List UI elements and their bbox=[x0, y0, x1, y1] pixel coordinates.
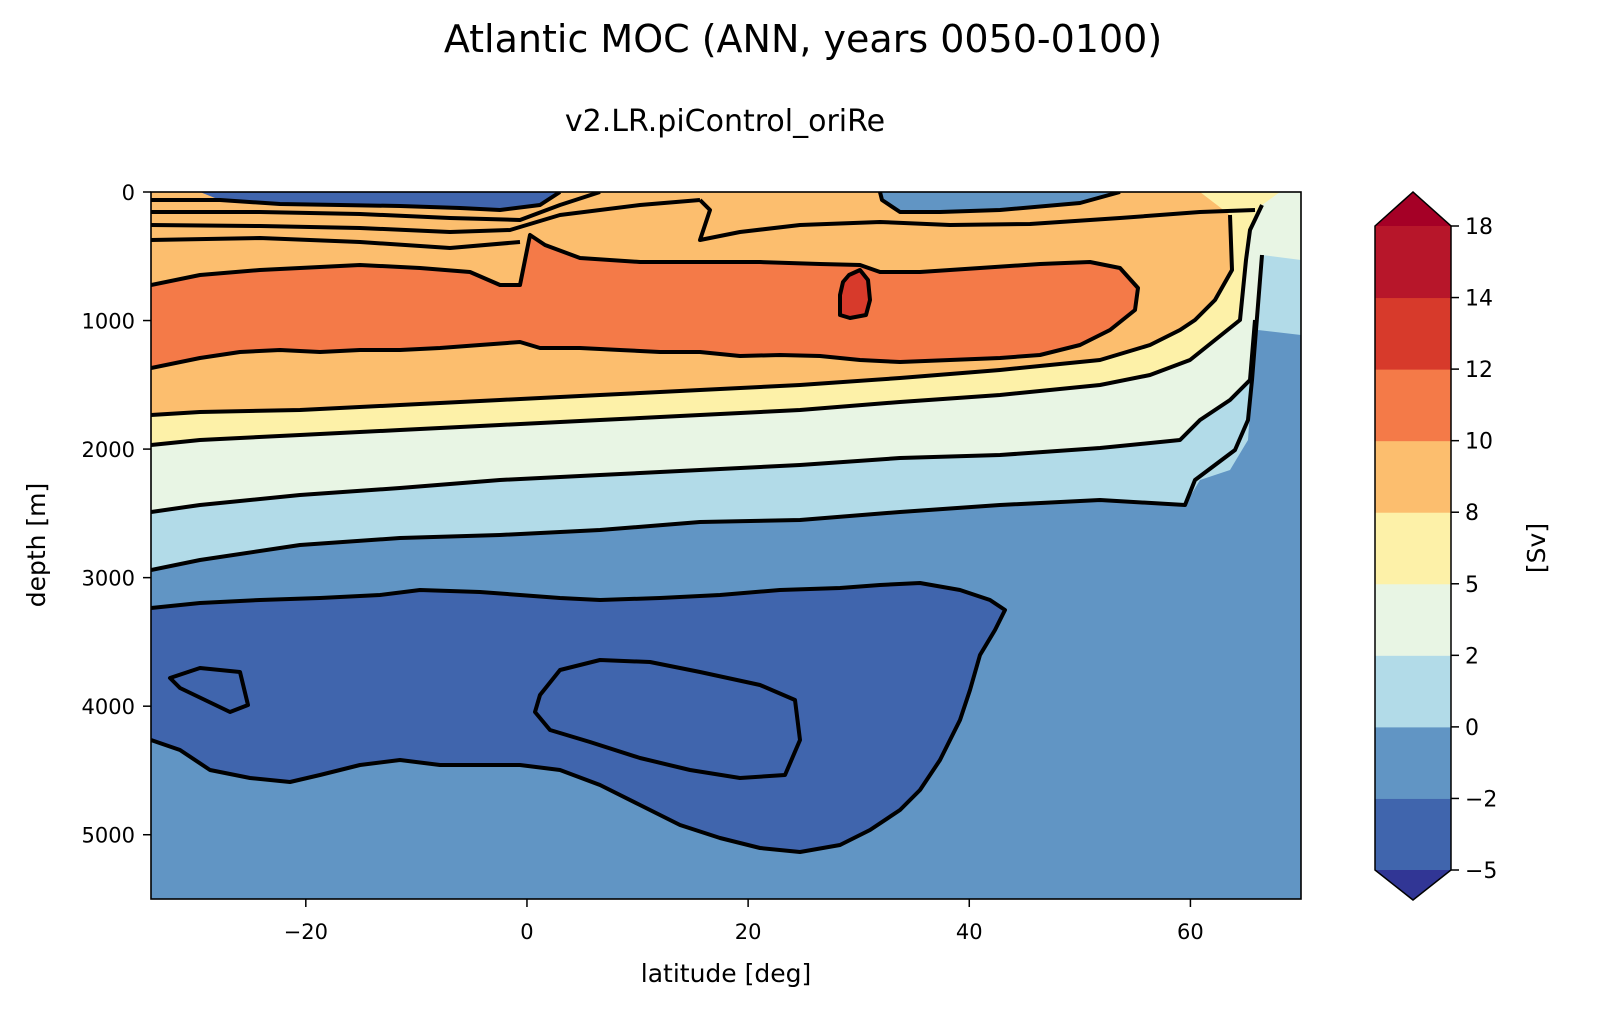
colorbar-segment bbox=[1375, 297, 1451, 370]
x-tick-label: 20 bbox=[735, 920, 762, 944]
y-tick-label: 5000 bbox=[82, 824, 135, 848]
colorbar-segment bbox=[1375, 798, 1451, 871]
contour-line-surface-yellow bbox=[698, 198, 1256, 242]
colorbar-tick-label: 2 bbox=[1465, 644, 1479, 669]
colorbar-tick-label: 12 bbox=[1465, 358, 1493, 383]
x-tick-label: 60 bbox=[1177, 920, 1204, 944]
contour-line-surface-c bbox=[151, 198, 701, 234]
contour-line-5 bbox=[151, 204, 1264, 447]
band-surface-neg bbox=[200, 192, 560, 210]
contour-line-neg2 bbox=[151, 581, 1007, 854]
colorbar-label: [Sv] bbox=[1522, 523, 1551, 573]
x-axis-ticks: −20 0 20 40 60 bbox=[284, 899, 1204, 944]
band-surface-neg-north bbox=[880, 192, 1120, 212]
colorbar-segment bbox=[1375, 655, 1451, 728]
colorbar-segment bbox=[1375, 512, 1451, 585]
y-tick-label: 0 bbox=[122, 181, 135, 205]
colorbar-tick-label: 5 bbox=[1465, 573, 1479, 598]
colorbar-segment bbox=[1375, 583, 1451, 656]
colorbar-tick-label: −5 bbox=[1465, 859, 1497, 884]
y-tick-label: 2000 bbox=[82, 438, 135, 462]
colorbar-tick-label: −2 bbox=[1465, 787, 1497, 812]
contour-line-10 bbox=[151, 233, 1140, 370]
x-axis-label: latitude [deg] bbox=[641, 959, 811, 988]
colorbar: −5 −2 0 2 5 8 10 12 14 18 bbox=[1374, 190, 1497, 901]
contour-line-neg2-west bbox=[168, 666, 250, 714]
contour-line-surface-b bbox=[151, 192, 601, 222]
contour-line-neg2-inner bbox=[533, 658, 802, 780]
x-tick-label: 0 bbox=[520, 920, 533, 944]
colorbar-tick-label: 0 bbox=[1465, 716, 1479, 741]
colorbar-segment bbox=[1375, 440, 1451, 513]
contour-line-2 bbox=[151, 319, 1257, 514]
contour-line-surface-north bbox=[878, 192, 1121, 214]
contour-line-0-north bbox=[151, 254, 1264, 572]
y-tick-label: 4000 bbox=[82, 695, 135, 719]
colorbar-segment bbox=[1375, 726, 1451, 799]
colorbar-extend-max bbox=[1375, 192, 1451, 226]
contour-line-surface-d bbox=[151, 236, 521, 250]
colorbar-segment bbox=[1375, 226, 1451, 299]
colorbar-tick-label: 10 bbox=[1465, 430, 1493, 455]
colorbar-segment bbox=[1375, 369, 1451, 442]
colorbar-tick-label: 14 bbox=[1465, 287, 1493, 312]
x-tick-label: 40 bbox=[956, 920, 983, 944]
contour-line-surface-a bbox=[151, 192, 562, 212]
plot-frame bbox=[150, 191, 1302, 900]
y-tick-label: 1000 bbox=[82, 310, 135, 334]
contour-line-8 bbox=[151, 214, 1234, 417]
y-tick-label: 3000 bbox=[82, 567, 135, 591]
band-neg5-neg2 bbox=[151, 583, 1005, 852]
chart-title: Atlantic MOC (ANN, years 0050-0100) bbox=[444, 17, 1162, 61]
band-12-14 bbox=[840, 270, 870, 318]
colorbar-tick-label: 8 bbox=[1465, 501, 1479, 526]
colorbar-tick-label: 18 bbox=[1465, 215, 1493, 240]
colorbar-extend-min bbox=[1375, 870, 1451, 900]
plot-area bbox=[151, 192, 1301, 899]
chart-subtitle: v2.LR.piControl_oriRe bbox=[565, 104, 885, 139]
y-axis-label: depth [m] bbox=[22, 483, 51, 608]
y-axis-ticks: 0 1000 2000 3000 4000 5000 bbox=[82, 181, 151, 848]
contour-lines bbox=[151, 192, 1264, 854]
x-tick-label: −20 bbox=[284, 920, 328, 944]
contour-line-12 bbox=[838, 268, 872, 320]
